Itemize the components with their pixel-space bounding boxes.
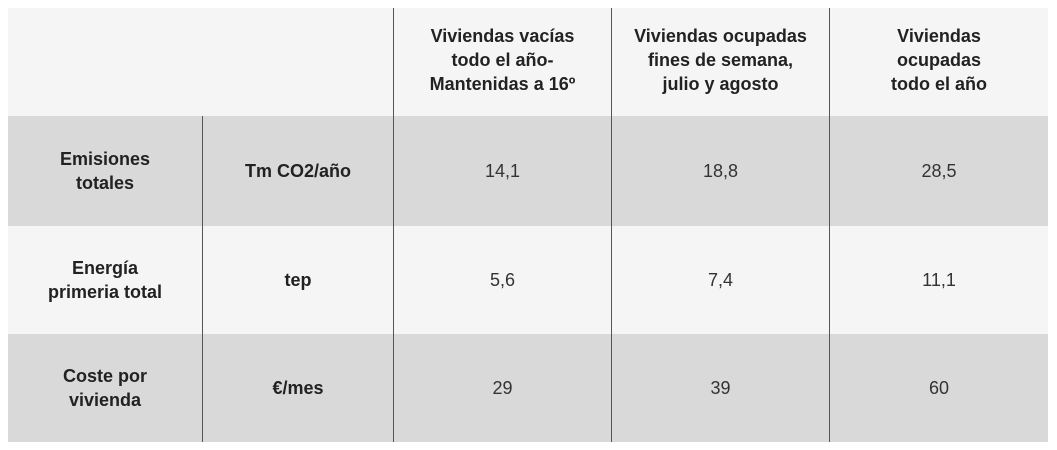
header-viviendas-vacias: Viviendas vacías todo el año- Mantenidas… (393, 8, 611, 116)
cell-emisiones-todo-ano: 28,5 (829, 116, 1048, 226)
cell-energia-fines-semana: 7,4 (611, 226, 829, 334)
header-viviendas-ocupadas-todo-ano: Viviendas ocupadas todo el año (829, 8, 1048, 116)
header-empty-corner (8, 8, 393, 116)
cell-coste-todo-ano: 60 (829, 334, 1048, 442)
row-unit-coste: €/mes (202, 334, 393, 442)
cell-coste-fines-semana: 39 (611, 334, 829, 442)
row-label-emisiones: Emisiones totales (8, 116, 202, 226)
cell-energia-vacias: 5,6 (393, 226, 611, 334)
row-unit-energia: tep (202, 226, 393, 334)
cell-emisiones-vacias: 14,1 (393, 116, 611, 226)
row-label-energia: Energía primeria total (8, 226, 202, 334)
cell-emisiones-fines-semana: 18,8 (611, 116, 829, 226)
cell-energia-todo-ano: 11,1 (829, 226, 1048, 334)
row-unit-emisiones: Tm CO2/año (202, 116, 393, 226)
data-table: Viviendas vacías todo el año- Mantenidas… (8, 8, 1048, 442)
row-label-coste: Coste por vivienda (8, 334, 202, 442)
cell-coste-vacias: 29 (393, 334, 611, 442)
header-viviendas-ocupadas-fines-semana: Viviendas ocupadas fines de semana, juli… (611, 8, 829, 116)
